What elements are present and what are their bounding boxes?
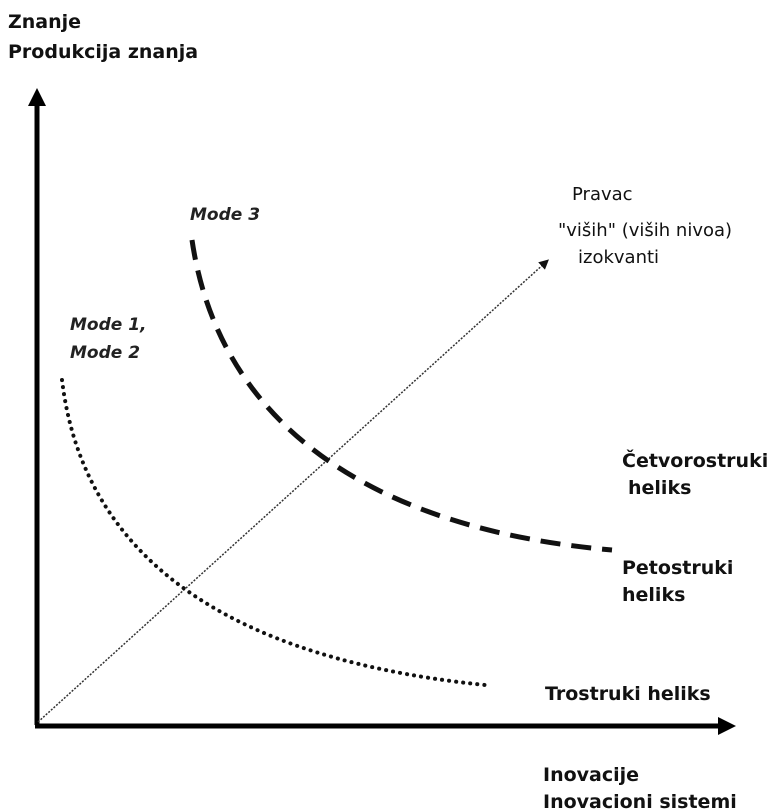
curve-label: Trostruki heliks [545, 683, 711, 705]
dashed-isoquant [189, 239, 613, 553]
curve-label: heliks [622, 584, 685, 606]
y-axis-label: Znanje [8, 11, 81, 33]
curve-label: heliks [628, 477, 691, 499]
mode-label: Mode 1, [70, 315, 147, 335]
direction-label: Pravac [572, 184, 633, 205]
mode-label: Mode 3 [190, 205, 260, 225]
curve-label: Četvorostruki [622, 448, 768, 472]
dotted-isoquant [60, 378, 487, 687]
x-axis-label: Inovacioni sistemi [543, 791, 737, 812]
direction-label: "viših" (viših nivoa) [558, 220, 732, 241]
x-axis-label: Inovacije [543, 764, 639, 786]
x-arrow [718, 717, 736, 735]
direction-label: izokvanti [578, 247, 659, 268]
mode-label: Mode 2 [70, 343, 140, 363]
y-arrow [28, 88, 46, 106]
y-axis-label: Produkcija znanja [8, 41, 198, 63]
curve-label: Petostruki [622, 557, 733, 579]
direction-line [37, 259, 549, 723]
